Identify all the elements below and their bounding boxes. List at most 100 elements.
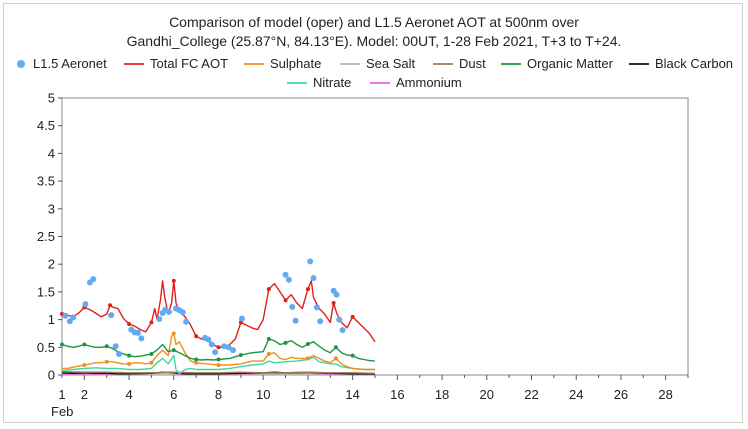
legend-item-ammonium: Ammonium <box>370 75 462 90</box>
y-tick-label: 1.5 <box>37 284 55 299</box>
aeronet-point <box>135 329 142 336</box>
forecast-marker-total <box>108 303 113 308</box>
legend-label-organic: Organic Matter <box>527 56 614 71</box>
forecast-marker-total <box>216 345 221 350</box>
y-tick-label: 4 <box>48 146 55 161</box>
aeronet-point <box>310 275 317 282</box>
legend-item-sulphate: Sulphate <box>244 56 321 71</box>
forecast-marker-organic <box>82 342 87 347</box>
aeronet-point <box>289 303 296 310</box>
forecast-marker-total <box>266 287 271 292</box>
x-tick-label: 26 <box>614 387 628 402</box>
aeronet-point <box>108 312 115 319</box>
forecast-marker-total <box>127 322 132 327</box>
y-tick-label: 5 <box>48 91 55 106</box>
aeronet-point <box>313 304 320 311</box>
aeronet-point <box>116 350 123 357</box>
aeronet-point <box>317 318 324 325</box>
aeronet-point <box>138 335 145 342</box>
aeronet-point <box>205 336 212 343</box>
aeronet-point <box>179 309 186 316</box>
aeronet-point <box>285 276 292 283</box>
axes: 00.511.522.533.544.551 2 4 6 8 10 12 14 16 18 20 22… <box>37 91 689 402</box>
forecast-marker-sulphate <box>216 363 221 368</box>
legend-marker-aeronet <box>17 60 25 68</box>
forecast-marker-total <box>171 278 176 283</box>
forecast-marker-organic <box>127 353 132 358</box>
aeronet-point <box>112 343 119 350</box>
forecast-marker-organic <box>283 340 288 345</box>
x-tick-label: 10 <box>256 387 270 402</box>
aeronet-point <box>339 327 346 334</box>
aot-comparison-chart: Comparison of model (oper) and L1.5 Aero… <box>17 14 733 419</box>
aeronet-point <box>225 344 232 351</box>
forecast-marker-organic <box>216 357 221 362</box>
forecast-marker-organic <box>333 345 338 350</box>
forecast-marker-total <box>350 314 355 319</box>
legend-item-organic: Organic Matter <box>501 56 614 71</box>
series-line-organic <box>61 338 376 362</box>
aeronet-point <box>82 301 89 308</box>
x-tick-label: 16 <box>390 387 404 402</box>
x-tick-label: 12 <box>301 387 315 402</box>
x-tick-label: 8 <box>215 387 222 402</box>
x-tick-label: 28 <box>658 387 672 402</box>
aeronet-point <box>292 317 299 324</box>
aeronet-point <box>208 341 215 348</box>
forecast-marker-organic <box>104 344 109 349</box>
legend-label-total: Total FC AOT <box>150 56 228 71</box>
legend-label-nitrate: Nitrate <box>313 75 351 90</box>
forecast-marker-sulphate <box>333 356 338 361</box>
legend-item-nitrate: Nitrate <box>287 75 351 90</box>
aeronet-point <box>333 291 340 298</box>
legend-item-aeronet: L1.5 Aeronet <box>17 56 107 71</box>
legend-label-aeronet: L1.5 Aeronet <box>33 56 107 71</box>
legend-label-ammonium: Ammonium <box>396 75 462 90</box>
forecast-marker-organic <box>266 336 271 341</box>
forecast-marker-total <box>331 300 336 305</box>
series-line-nitrate <box>61 354 375 375</box>
legend-item-blackcarbon: Black Carbon <box>629 56 733 71</box>
forecast-marker-total <box>149 320 154 325</box>
chart-title-line-2: Gandhi_College (25.87°N, 84.13°E). Model… <box>127 33 622 49</box>
y-tick-label: 2 <box>48 257 55 272</box>
forecast-marker-organic <box>171 348 176 353</box>
forecast-marker-sulphate <box>266 351 271 356</box>
y-tick-label: 0 <box>48 368 55 383</box>
forecast-marker-organic <box>149 351 154 356</box>
forecast-marker-organic <box>194 357 199 362</box>
forecast-marker-sulphate <box>82 363 87 368</box>
aeronet-point <box>183 318 190 325</box>
x-tick-label: 14 <box>345 387 359 402</box>
forecast-marker-organic <box>238 353 243 358</box>
aeronet-point <box>70 314 77 321</box>
x-tick-label: 2 <box>81 387 88 402</box>
forecast-marker-sulphate <box>127 361 132 366</box>
y-tick-label: 1 <box>48 312 55 327</box>
plot-area <box>61 97 689 376</box>
legend-label-blackcarbon: Black Carbon <box>655 56 733 71</box>
aeronet-point <box>62 312 69 319</box>
forecast-marker-total <box>194 334 199 339</box>
y-tick-label: 3 <box>48 201 55 216</box>
x-tick-label: 18 <box>435 387 449 402</box>
forecast-marker-sulphate <box>104 359 109 364</box>
forecast-marker-total <box>283 298 288 303</box>
aeronet-point <box>66 318 73 325</box>
series-line-dust <box>61 371 376 374</box>
forecast-marker-sulphate <box>149 360 154 365</box>
aeronet-point <box>282 271 289 278</box>
legend-item-dust: Dust <box>433 56 486 71</box>
aeronet-point <box>336 316 343 323</box>
aeronet-point <box>165 308 172 315</box>
forecast-marker-total <box>305 287 310 292</box>
aeronet-point <box>307 258 314 265</box>
legend-item-seasalt: Sea Salt <box>340 56 416 71</box>
x-tick-label: 1 <box>58 387 65 402</box>
chart-legend: L1.5 Aeronet Total FC AOT Sulphate Sea Salt… <box>17 56 733 90</box>
forecast-marker-organic <box>305 341 310 346</box>
x-tick-label: 20 <box>480 387 494 402</box>
y-tick-label: 4.5 <box>37 118 55 133</box>
legend-item-total: Total FC AOT <box>124 56 228 71</box>
x-tick-label: 6 <box>170 387 177 402</box>
